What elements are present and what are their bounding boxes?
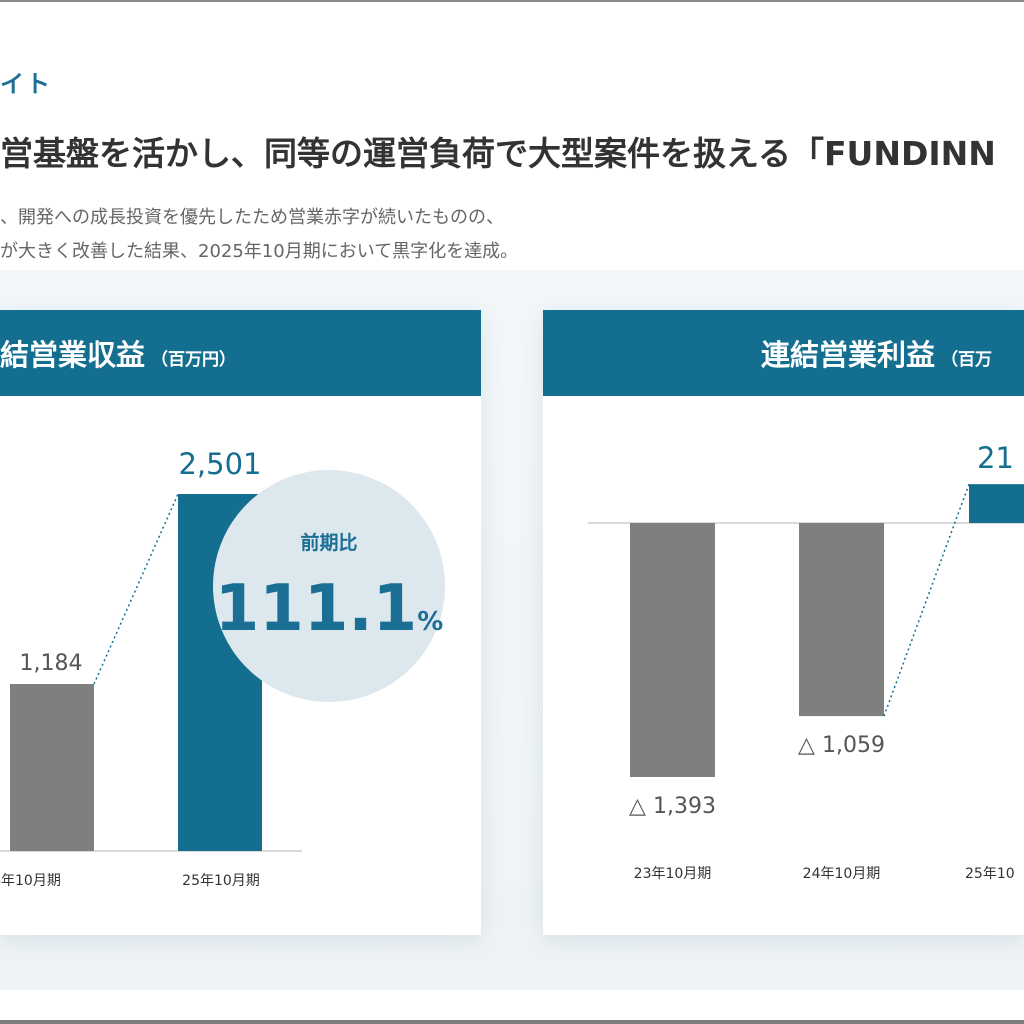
yoy-badge-value: 111.1% <box>215 572 444 646</box>
operating-bar-25年10 <box>969 484 1024 523</box>
revenue-value-label: 2,501 <box>178 447 261 481</box>
revenue-value-label: 1,184 <box>20 651 83 676</box>
top-border <box>0 0 1024 2</box>
operating-value-label: 21 <box>977 441 1014 475</box>
revenue-chart-card: 結営業収益（百万円） 1,184 24年10月期 2,501 25年10月期 前期比 11… <box>0 310 481 935</box>
yoy-badge-label: 前期比 <box>300 531 357 554</box>
revenue-bar-24年10月期 <box>10 684 94 851</box>
operating-profit-title-unit: （百万 <box>941 350 993 370</box>
operating-category-label: 24年10月期 <box>803 866 881 882</box>
operating-category-label: 23年10月期 <box>634 866 712 882</box>
operating-growth-connector <box>883 483 970 717</box>
operating-profit-title-text: 連結営業利益 <box>761 338 936 372</box>
revenue-title-text: 結営業収益 <box>0 338 146 372</box>
operating-value-label: △ 1,393 <box>629 794 716 819</box>
operating-profit-chart-card: 連結営業利益 （百万 △ 1,393 23年10月期 △ 1,059 24年10月期 21… <box>543 310 1024 935</box>
revenue-category-label: 25年10月期 <box>182 873 260 889</box>
revenue-growth-connector <box>93 493 179 685</box>
page-headline: 営基盤を活かし、同等の運営負荷で大型案件を扱える「FUNDINN <box>0 134 996 173</box>
revenue-chart-plot: 1,184 24年10月期 2,501 25年10月期 前期比 111.1% <box>0 447 445 889</box>
section-label: イト <box>0 70 52 98</box>
lead-text-line-2: が大きく改善した結果、2025年10月期において黒字化を達成。 <box>0 241 519 262</box>
operating-bar-23年10月期 <box>630 523 715 777</box>
revenue-chart-title: 結営業収益 （百万円） <box>0 332 236 374</box>
lead-text-line-1: 、開発への成長投資を優先したため営業赤字が続いたものの、 <box>0 207 504 228</box>
revenue-title-unit: （百万円） <box>151 350 237 370</box>
revenue-category-label: 24年10月期 <box>0 873 61 889</box>
operating-profit-chart-title: 連結営業利益 （百万 <box>761 332 992 374</box>
operating-profit-chart-header <box>543 310 1024 396</box>
bottom-border <box>0 1020 1024 1024</box>
operating-category-label: 25年10 <box>965 866 1015 882</box>
operating-bar-24年10月期 <box>799 523 884 717</box>
yoy-badge <box>213 470 445 702</box>
operating-profit-chart-plot: △ 1,393 23年10月期 △ 1,059 24年10月期 21 25年10 <box>588 441 1024 882</box>
operating-value-label: △ 1,059 <box>798 733 885 758</box>
revenue-chart-header <box>0 310 481 396</box>
